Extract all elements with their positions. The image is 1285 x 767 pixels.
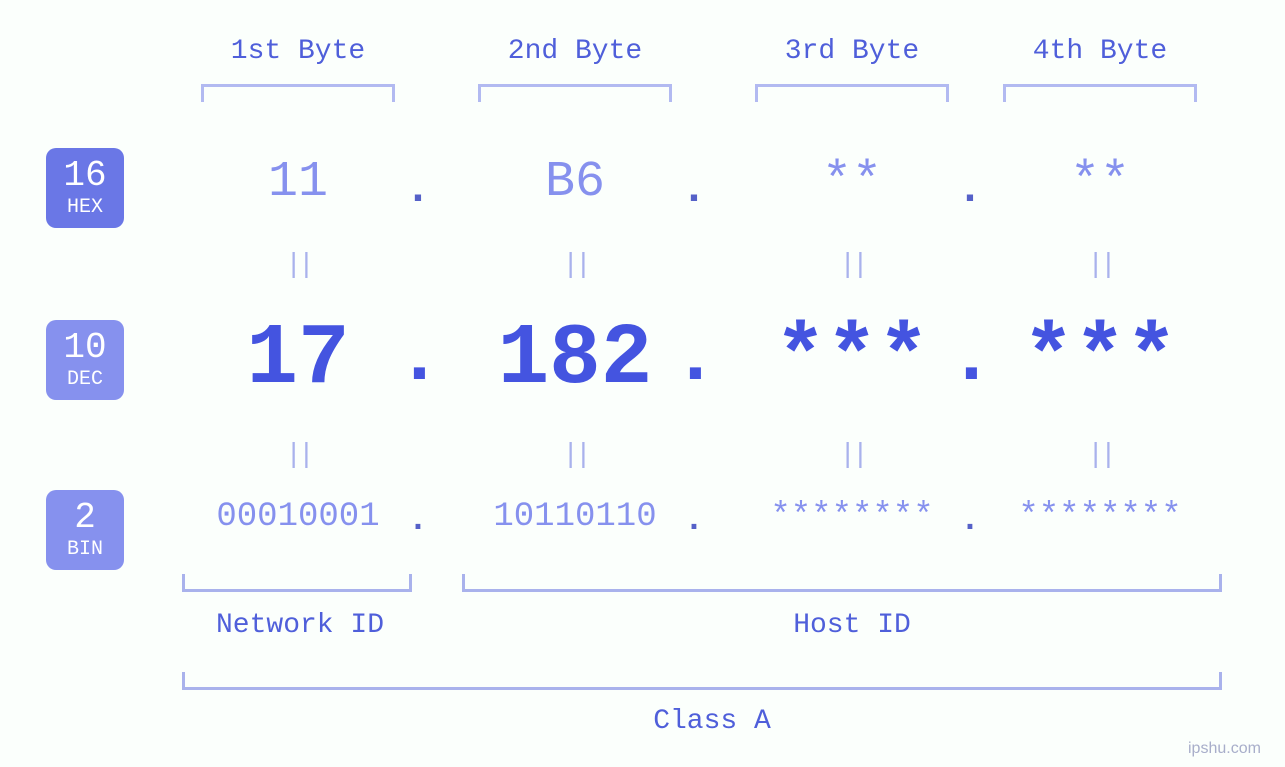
dec-base-num: 10 (46, 330, 124, 366)
bracket-byte-4 (1003, 84, 1197, 102)
dec-dot-3: . (948, 320, 992, 398)
bin-dot-3: . (955, 504, 985, 538)
byte-header-1: 1st Byte (228, 36, 368, 67)
bin-badge: 2 BIN (46, 490, 124, 570)
dec-byte-1: 17 (178, 316, 418, 402)
bin-base-label: BIN (46, 538, 124, 562)
bin-byte-4: ******** (970, 500, 1230, 534)
bin-byte-3: ******** (722, 500, 982, 534)
hex-byte-2: B6 (475, 158, 675, 208)
byte-header-4: 4th Byte (1030, 36, 1170, 67)
hex-byte-4: ** (1000, 158, 1200, 208)
watermark: ipshu.com (1188, 740, 1261, 758)
bin-byte-1: 00010001 (168, 500, 428, 534)
bin-dot-1: . (403, 504, 433, 538)
bracket-byte-2 (478, 84, 672, 102)
dec-byte-3: *** (732, 316, 972, 402)
dec-base-label: DEC (46, 368, 124, 392)
bracket-host-id (462, 574, 1222, 592)
bracket-byte-3 (755, 84, 949, 102)
hex-badge: 16 HEX (46, 148, 124, 228)
hex-base-num: 16 (46, 158, 124, 194)
hex-byte-3: ** (752, 158, 952, 208)
bin-dot-2: . (679, 504, 709, 538)
dec-byte-2: 182 (455, 316, 695, 402)
bin-base-num: 2 (46, 500, 124, 536)
bin-byte-2: 10110110 (445, 500, 705, 534)
byte-header-3: 3rd Byte (782, 36, 922, 67)
eq-2a: || (278, 440, 318, 471)
dec-badge: 10 DEC (46, 320, 124, 400)
class-label: Class A (632, 706, 792, 737)
hex-base-label: HEX (46, 196, 124, 220)
hex-byte-1: 11 (198, 158, 398, 208)
dec-dot-2: . (672, 320, 716, 398)
hex-dot-1: . (400, 168, 436, 212)
eq-1c: || (832, 250, 872, 281)
eq-1b: || (555, 250, 595, 281)
byte-header-2: 2nd Byte (505, 36, 645, 67)
eq-1d: || (1080, 250, 1120, 281)
host-id-label: Host ID (782, 610, 922, 641)
eq-2c: || (832, 440, 872, 471)
dec-byte-4: *** (980, 316, 1220, 402)
eq-1a: || (278, 250, 318, 281)
hex-dot-3: . (952, 168, 988, 212)
bracket-network-id (182, 574, 412, 592)
bracket-byte-1 (201, 84, 395, 102)
network-id-label: Network ID (210, 610, 390, 641)
hex-dot-2: . (676, 168, 712, 212)
dec-dot-1: . (396, 320, 440, 398)
eq-2d: || (1080, 440, 1120, 471)
eq-2b: || (555, 440, 595, 471)
bracket-class (182, 672, 1222, 690)
